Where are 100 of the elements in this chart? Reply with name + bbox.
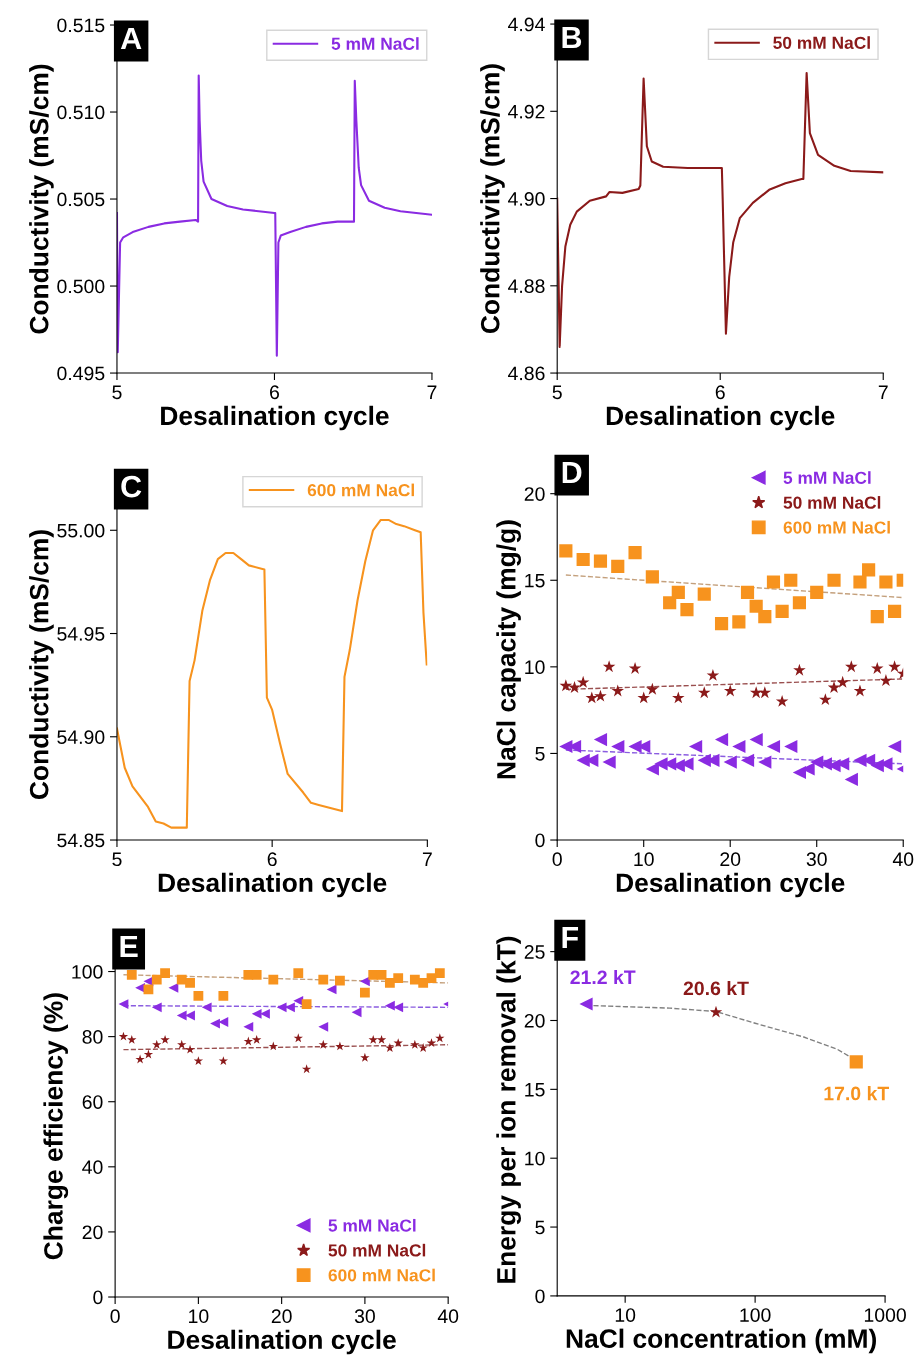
point <box>758 686 772 699</box>
point <box>853 684 867 697</box>
point <box>218 1017 229 1027</box>
point <box>819 693 832 706</box>
point <box>887 604 902 619</box>
point <box>784 573 798 587</box>
x-tick-label: 5 <box>552 385 562 400</box>
legend-label: 600 mM NaCl <box>328 1268 435 1282</box>
point <box>434 968 445 979</box>
y-tick-label: 0.505 <box>57 192 105 207</box>
point <box>285 1002 295 1013</box>
point <box>740 585 755 599</box>
y-tick-label: 80 <box>82 1030 103 1044</box>
x-tick-label: 5 <box>112 385 122 400</box>
line-series <box>116 518 428 829</box>
point <box>151 1002 162 1013</box>
x-tick-label: 20 <box>720 852 741 867</box>
x-axis-title: Desalination cycle <box>606 405 835 431</box>
point <box>126 969 137 980</box>
y-tick-label: 20 <box>524 1013 545 1028</box>
point <box>318 1021 329 1032</box>
point <box>732 739 746 754</box>
point <box>393 1002 404 1013</box>
y-axis-title: Energy per ion removal (kT) <box>496 936 521 1283</box>
point <box>792 596 807 610</box>
x-axis-title: Desalination cycle <box>616 872 845 898</box>
point <box>879 575 893 589</box>
data-label: 17.0 kT <box>824 1086 890 1101</box>
x-axis-title: Desalination cycle <box>158 872 387 898</box>
x-tick-label: 20 <box>271 1309 292 1324</box>
point <box>836 675 849 688</box>
point <box>628 661 642 674</box>
y-tick-label: 0.515 <box>57 18 105 33</box>
point <box>879 674 893 687</box>
point <box>293 1033 303 1043</box>
y-tick-label: 20 <box>524 487 545 501</box>
x-tick-label: 6 <box>270 385 280 400</box>
legend-label: 50 mM NaCl <box>783 496 881 509</box>
point <box>706 668 720 681</box>
y-tick-label: 54.85 <box>57 833 105 848</box>
y-tick-label: 4.86 <box>508 366 545 381</box>
point <box>645 762 659 776</box>
legend-label: 50 mM NaCl <box>328 1243 426 1257</box>
point <box>384 1000 395 1011</box>
data-label: 20.6 kT <box>683 980 749 996</box>
x-tick-label: 6 <box>715 385 725 400</box>
y-axis-title: Conductivity (mS/cm) <box>29 64 54 334</box>
point <box>611 684 625 697</box>
point <box>611 739 625 754</box>
point <box>359 987 370 998</box>
point <box>576 552 590 567</box>
y-tick-label: 25 <box>524 945 545 959</box>
point <box>628 545 642 560</box>
point <box>698 686 711 699</box>
point <box>168 982 179 993</box>
line-series <box>116 74 432 357</box>
point <box>177 1039 187 1049</box>
point <box>672 691 685 704</box>
point <box>766 739 781 754</box>
x-tick-label: 0 <box>110 1309 120 1324</box>
y-tick-label: 40 <box>82 1160 103 1175</box>
point <box>243 1036 254 1046</box>
point <box>251 1034 262 1044</box>
point <box>723 684 737 697</box>
point <box>360 1052 370 1062</box>
y-tick-label: 10 <box>525 660 545 675</box>
point <box>268 974 279 985</box>
x-tick-label: 5 <box>112 852 122 867</box>
point <box>393 973 404 983</box>
point <box>127 1034 137 1044</box>
point <box>844 772 858 786</box>
point <box>594 689 607 702</box>
point <box>758 755 772 769</box>
point <box>853 575 867 589</box>
y-axis-title: Charge efficiency (%) <box>43 993 69 1260</box>
point <box>143 1049 154 1059</box>
point <box>251 1008 262 1019</box>
point <box>160 968 170 979</box>
point <box>888 660 901 673</box>
point <box>758 610 772 624</box>
point <box>663 596 677 610</box>
point <box>645 570 659 584</box>
legend-label: 600 mM NaCl <box>783 520 890 534</box>
annotation: B <box>562 26 582 48</box>
annotation: D <box>562 462 582 484</box>
point <box>376 969 387 980</box>
point <box>602 755 616 769</box>
point <box>697 587 711 601</box>
point <box>793 663 806 676</box>
annotation: E <box>120 935 138 957</box>
point <box>871 661 884 674</box>
point <box>193 991 204 1001</box>
y-tick-label: 15 <box>525 573 545 588</box>
point <box>646 682 659 695</box>
point <box>218 991 229 1001</box>
point <box>689 739 703 754</box>
x-tick-label: 30 <box>806 852 827 867</box>
y-tick-label: 5 <box>535 1220 545 1235</box>
point <box>410 1039 420 1049</box>
point <box>118 1031 129 1041</box>
